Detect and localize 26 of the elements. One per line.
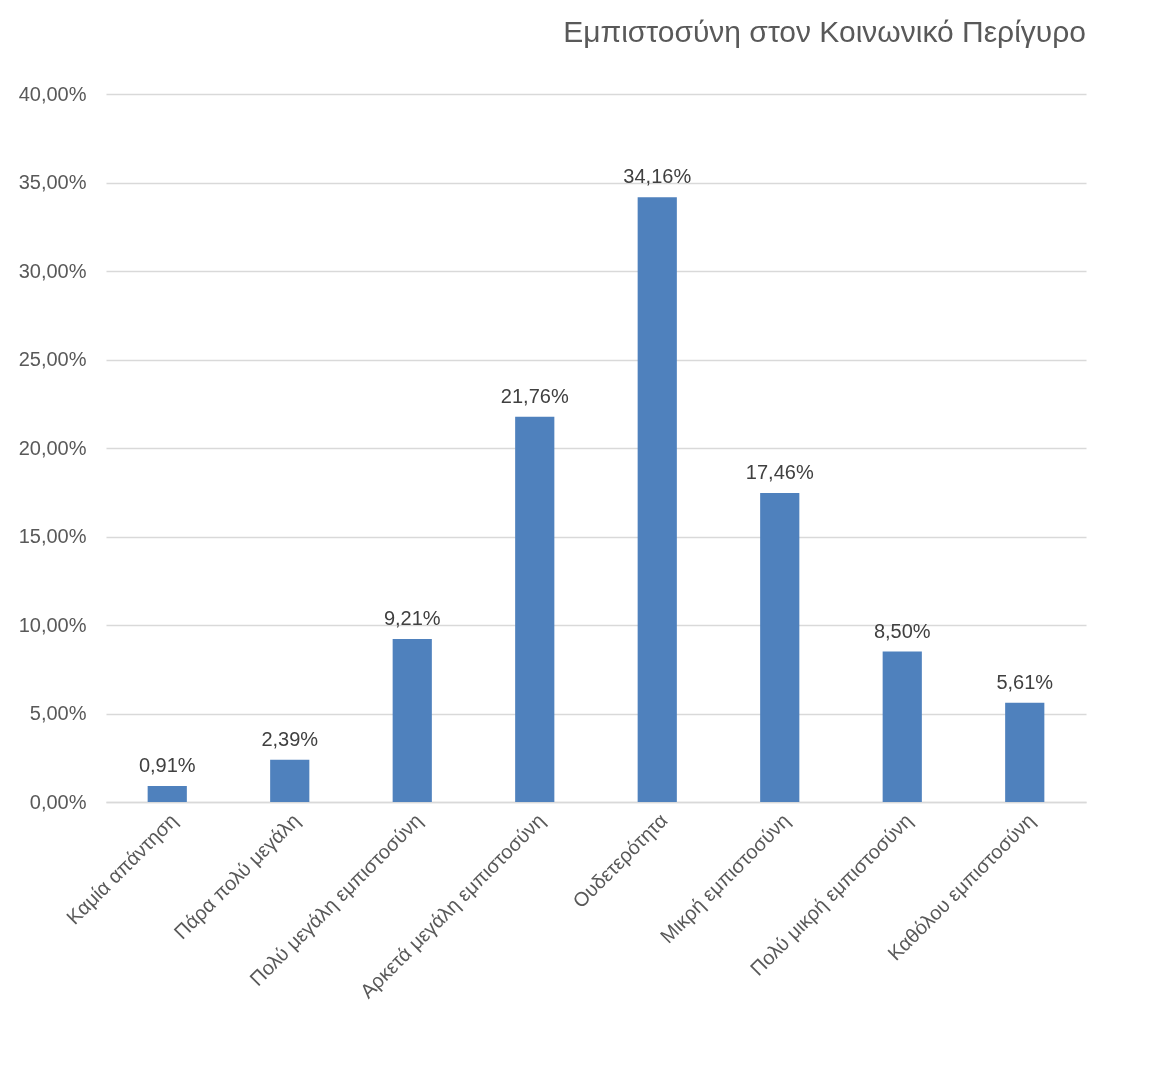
y-tick-label: 0,00%: [29, 790, 87, 813]
data-label: 8,50%: [873, 619, 931, 642]
bar: [1005, 702, 1045, 802]
y-tick-label: 30,00%: [18, 259, 87, 282]
bar: [392, 638, 432, 802]
bar: [760, 492, 800, 802]
chart-title: Εμπιστοσύνη στον Κοινωνικό Περίγυρο: [563, 15, 1086, 48]
data-label: 21,76%: [500, 384, 569, 407]
data-label: 2,39%: [261, 727, 319, 750]
bar: [515, 416, 555, 802]
y-tick-label: 20,00%: [18, 436, 87, 459]
y-tick-label: 10,00%: [18, 613, 87, 636]
data-label: 34,16%: [623, 165, 692, 188]
y-tick-label: 15,00%: [18, 525, 87, 547]
data-label: 5,61%: [996, 670, 1054, 693]
data-label: 0,91%: [138, 753, 196, 776]
data-label: 9,21%: [383, 606, 441, 629]
y-tick-label: 25,00%: [18, 348, 87, 370]
y-tick-label: 5,00%: [29, 702, 87, 724]
y-tick-label: 40,00%: [18, 82, 87, 105]
y-tick-label: 35,00%: [18, 171, 87, 193]
bar: [270, 759, 310, 802]
bar: [882, 651, 922, 802]
bar: [637, 197, 677, 802]
bar: [147, 785, 187, 802]
data-label: 17,46%: [745, 460, 814, 483]
